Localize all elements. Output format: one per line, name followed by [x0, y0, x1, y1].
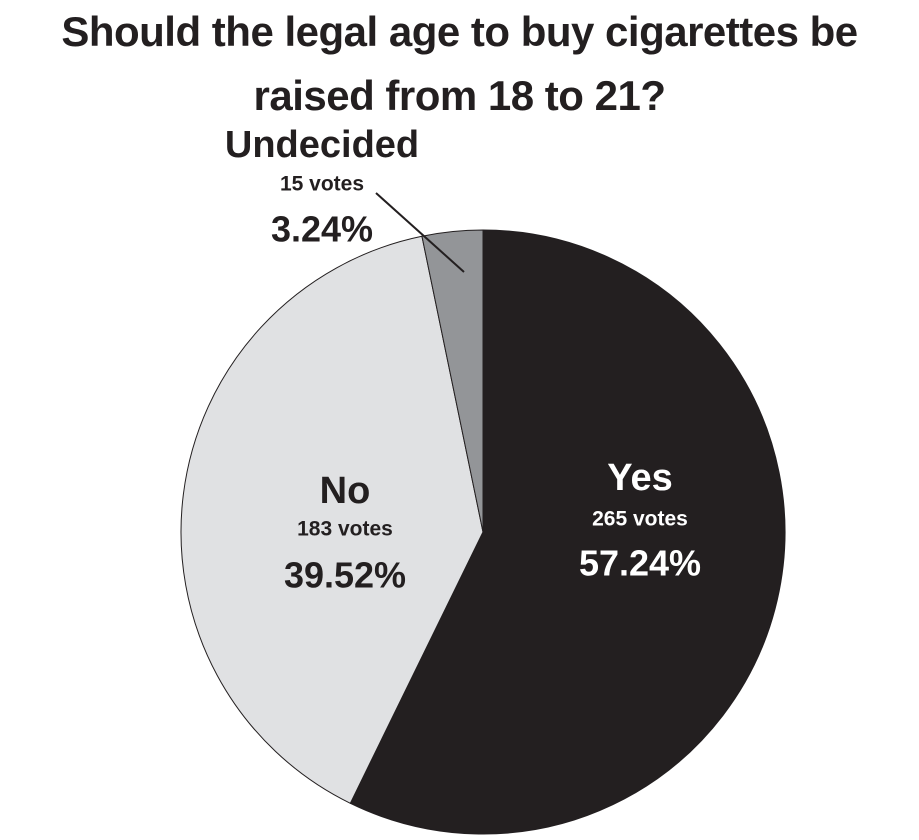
vote-label: 15 votes	[280, 173, 364, 196]
value-label: 57.24%	[579, 543, 701, 584]
slice-label: No	[320, 470, 371, 512]
vote-label: 265 votes	[592, 508, 688, 531]
value-label: 39.52%	[284, 555, 406, 596]
value-label: 3.24%	[271, 209, 373, 250]
vote-label: 183 votes	[297, 518, 393, 541]
slice-label: Yes	[607, 457, 673, 499]
leader-line	[375, 192, 465, 273]
pie-slice	[349, 229, 786, 835]
chart-title: Should the legal age to buy cigarettes b…	[61, 8, 858, 119]
pie-slice	[421, 229, 484, 533]
pie-slice	[180, 235, 484, 804]
slice-label: Undecided	[225, 124, 419, 166]
